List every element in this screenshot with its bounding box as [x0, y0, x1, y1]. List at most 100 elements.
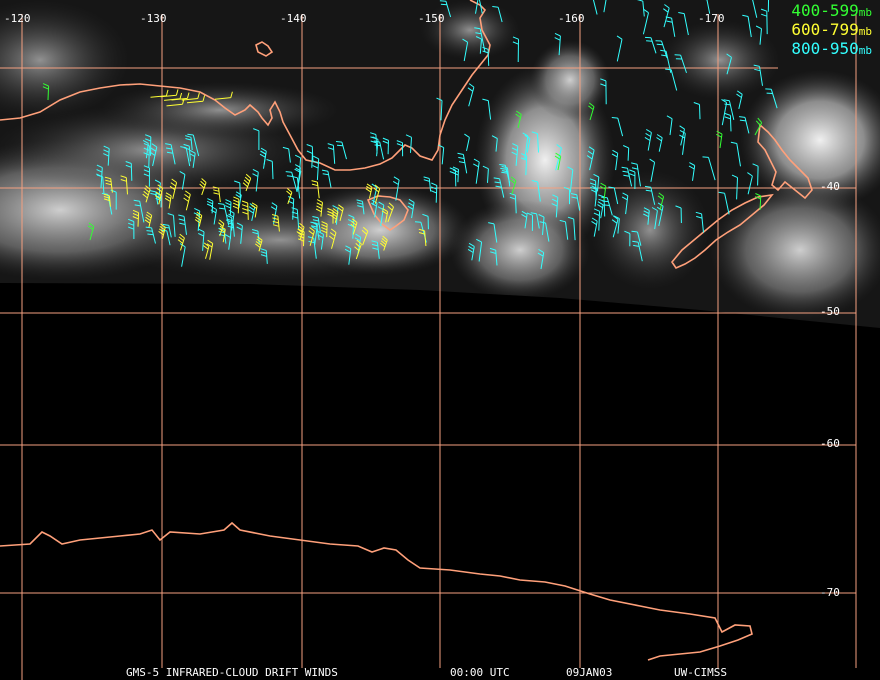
wind-barb	[317, 230, 324, 250]
wind-barb	[104, 176, 113, 193]
wind-barb	[644, 36, 657, 54]
wind-barb	[198, 228, 205, 251]
wind-barb	[311, 221, 318, 245]
wind-barb	[457, 152, 468, 174]
wind-barb	[621, 166, 633, 187]
wind-barb	[736, 90, 743, 110]
wind-barb	[187, 133, 200, 157]
wind-barb	[721, 98, 728, 126]
wind-barb	[554, 152, 562, 171]
wind-barb	[642, 8, 649, 35]
wind-barb	[194, 211, 203, 227]
wind-barb	[298, 228, 305, 247]
wind-barb	[511, 143, 519, 166]
wind-barb	[365, 183, 373, 199]
wind-barb	[251, 202, 258, 218]
wind-barb	[586, 146, 595, 171]
wind-barb	[183, 190, 191, 211]
wind-barb	[396, 140, 404, 157]
wind-barb	[531, 180, 541, 202]
wind-barb	[742, 14, 752, 38]
antarctica-coastline	[0, 521, 753, 661]
wind-barb	[731, 174, 738, 200]
wind-barb	[438, 144, 445, 165]
wind-barb	[133, 199, 145, 223]
wind-barb	[128, 218, 135, 240]
wind-barb	[381, 207, 389, 223]
wind-barb	[716, 130, 723, 149]
wind-barb	[726, 53, 732, 75]
wind-barb	[158, 223, 166, 239]
wind-barb	[242, 173, 252, 192]
wind-barb	[321, 221, 328, 238]
wind-barb	[678, 12, 689, 36]
wind-barb	[747, 172, 753, 195]
wind-barb	[235, 191, 242, 209]
wind-barb	[321, 169, 332, 188]
legend-item-800-950: 800-950mb	[791, 40, 872, 59]
wind-barb	[593, 208, 601, 231]
island-coastline	[255, 41, 274, 57]
wind-barb	[705, 0, 711, 14]
wind-barb	[475, 0, 479, 14]
wind-barb	[423, 176, 432, 192]
wind-barb	[537, 248, 545, 270]
wind-barb	[603, 0, 607, 13]
wind-barb	[42, 83, 50, 101]
wind-barb	[559, 219, 569, 240]
wind-barb	[753, 64, 763, 86]
wind-barb	[327, 143, 336, 164]
wind-barb	[331, 208, 339, 223]
wind-barb	[422, 213, 429, 230]
wind-barb	[724, 112, 732, 132]
wind-barb	[312, 216, 321, 233]
wind-barb	[199, 178, 207, 196]
graticule-lines	[0, 14, 857, 680]
wind-barb	[165, 143, 176, 165]
wind-barb	[179, 243, 186, 267]
wind-barb	[149, 190, 159, 205]
data-source: UW-CIMSS	[674, 666, 727, 679]
legend-unit: mb	[858, 44, 872, 57]
wind-barb	[218, 219, 225, 237]
wind-barb	[296, 222, 305, 240]
wind-barb	[598, 194, 606, 217]
wind-barb	[232, 196, 240, 214]
wind-barb	[308, 227, 315, 246]
wind-barb	[739, 116, 750, 134]
wind-barb	[600, 78, 607, 105]
footer-caption: GMS-5 INFRARED-CLOUD DRIFT WINDS 00:00 U…	[0, 666, 880, 679]
wind-barb	[613, 215, 620, 234]
wind-barb	[522, 132, 529, 160]
australia-coastline	[0, 0, 491, 171]
wind-barb	[554, 32, 561, 56]
wind-barb	[520, 153, 528, 176]
wind-barb	[555, 144, 562, 171]
wind-barb	[436, 97, 443, 121]
wind-barb	[767, 0, 770, 12]
wind-barb	[252, 168, 259, 192]
new-zealand-north-coastline	[757, 123, 813, 200]
wind-barb	[656, 134, 663, 152]
wind-barb	[679, 125, 685, 146]
legend-item-400-599: 400-599mb	[791, 2, 872, 21]
wind-barb	[718, 191, 730, 215]
wind-barb	[467, 242, 475, 261]
wind-barb	[181, 92, 200, 101]
wind-barb	[354, 233, 362, 254]
wind-barb	[224, 199, 232, 216]
wind-barb	[515, 110, 522, 129]
wind-barb	[531, 131, 539, 153]
wind-barb	[449, 167, 457, 187]
wind-barb	[755, 25, 762, 45]
lon-label: -170	[698, 12, 725, 25]
wind-barb	[589, 178, 597, 200]
wind-barb	[452, 166, 459, 183]
wind-barb	[702, 156, 716, 181]
wind-barb	[655, 40, 668, 58]
wind-barb	[407, 198, 415, 219]
wind-barb	[143, 165, 150, 187]
wind-barb	[291, 207, 300, 230]
wind-barb	[632, 240, 643, 262]
wind-barb	[214, 91, 233, 100]
